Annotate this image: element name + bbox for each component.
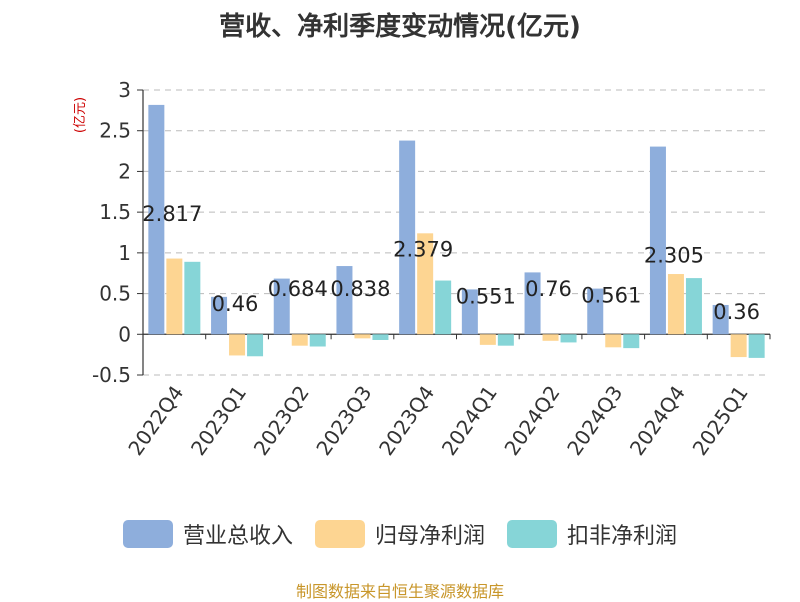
bar bbox=[605, 334, 622, 348]
bar bbox=[399, 140, 416, 335]
bar bbox=[211, 296, 228, 335]
legend-label: 扣非净利润 bbox=[567, 524, 678, 549]
x-tick-label: 2023Q3 bbox=[311, 381, 376, 460]
bar bbox=[479, 334, 496, 345]
legend-item[interactable]: 营业总收入 bbox=[122, 518, 293, 550]
bar bbox=[435, 280, 452, 335]
bar bbox=[336, 266, 353, 335]
x-tick-label: 2024Q2 bbox=[499, 381, 564, 460]
bar bbox=[497, 334, 514, 346]
bar bbox=[461, 289, 478, 335]
bar bbox=[184, 261, 201, 335]
bar bbox=[524, 272, 541, 335]
y-axis-label: (亿元) bbox=[73, 97, 88, 133]
legend-label: 营业总收入 bbox=[182, 524, 293, 549]
data-label: 0.838 bbox=[330, 277, 390, 301]
legend-swatch bbox=[122, 520, 173, 548]
data-label: 2.305 bbox=[644, 244, 704, 268]
bar bbox=[148, 104, 165, 335]
bar bbox=[354, 334, 371, 339]
y-tick-label: 2.5 bbox=[99, 119, 131, 143]
data-label: 0.46 bbox=[212, 292, 259, 316]
x-tick-label: 2025Q1 bbox=[688, 381, 753, 460]
bar bbox=[730, 334, 747, 358]
y-tick-label: 2 bbox=[118, 159, 131, 183]
legend-label: 归母净利润 bbox=[374, 524, 485, 549]
x-tick-label: 2023Q2 bbox=[249, 381, 314, 460]
bar bbox=[309, 334, 326, 347]
bar bbox=[685, 278, 702, 335]
legend-item[interactable]: 归母净利润 bbox=[314, 518, 485, 550]
y-tick-label: 0 bbox=[118, 322, 131, 346]
bar bbox=[417, 233, 434, 335]
data-source-note: 制图数据来自恒生聚源数据库 bbox=[295, 582, 504, 601]
bar bbox=[542, 334, 559, 341]
bar bbox=[166, 258, 183, 335]
data-label: 0.551 bbox=[456, 284, 516, 308]
data-label: 2.379 bbox=[393, 238, 453, 262]
bar bbox=[712, 304, 729, 335]
y-tick-label: 0.5 bbox=[99, 282, 131, 306]
bar bbox=[273, 278, 290, 335]
legend-swatch bbox=[314, 520, 365, 548]
bar bbox=[560, 334, 577, 343]
x-tick-label: 2024Q3 bbox=[562, 381, 627, 460]
bar bbox=[587, 288, 604, 335]
data-label: 2.817 bbox=[142, 202, 202, 226]
chart-title: 营收、净利季度变动情况(亿元) bbox=[219, 12, 581, 42]
legend: 营业总收入 归母净利润 扣非净利润 bbox=[0, 518, 800, 550]
x-tick-label: 2024Q1 bbox=[437, 381, 502, 460]
bar bbox=[229, 334, 246, 356]
bar bbox=[623, 334, 640, 349]
x-tick-label: 2022Q4 bbox=[123, 381, 188, 460]
y-tick-label: 1.5 bbox=[99, 200, 131, 224]
y-tick-label: -0.5 bbox=[92, 363, 131, 387]
x-tick-label: 2023Q1 bbox=[186, 381, 251, 460]
x-tick-label: 2023Q4 bbox=[374, 381, 439, 460]
bar bbox=[291, 334, 308, 346]
x-tick-label: 2024Q4 bbox=[625, 381, 690, 460]
bar bbox=[748, 334, 765, 358]
data-label: 0.561 bbox=[581, 284, 641, 308]
bar bbox=[372, 334, 389, 340]
data-label: 0.684 bbox=[268, 277, 328, 301]
legend-swatch bbox=[507, 520, 557, 548]
data-label: 0.76 bbox=[525, 277, 572, 301]
legend-item[interactable]: 扣非净利润 bbox=[507, 518, 677, 550]
bar bbox=[649, 146, 666, 335]
data-label: 0.36 bbox=[713, 300, 760, 324]
y-tick-label: 1 bbox=[118, 241, 131, 265]
bar bbox=[667, 274, 684, 335]
bars bbox=[148, 104, 765, 358]
bar-chart: 32.521.510.50-0.52022Q42023Q12023Q22023Q… bbox=[73, 78, 771, 460]
y-tick-label: 3 bbox=[118, 78, 131, 102]
bar bbox=[247, 334, 264, 357]
